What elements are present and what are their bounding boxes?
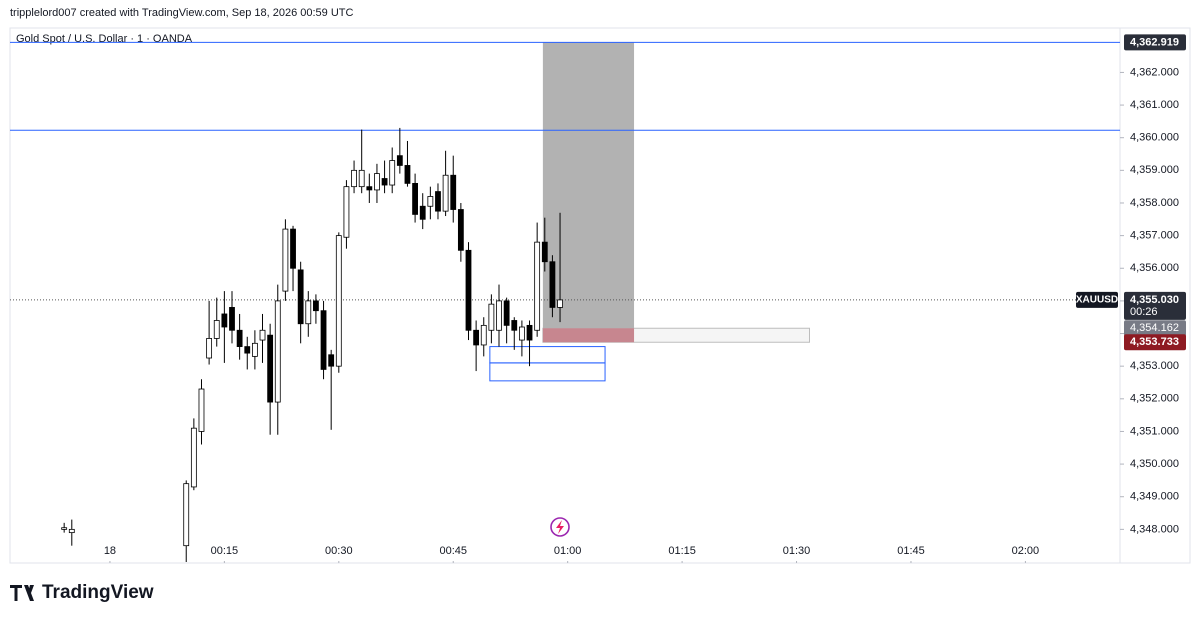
candle-body: [526, 324, 533, 341]
candle-body: [305, 300, 312, 325]
candle-body: [457, 209, 464, 251]
candle-body: [511, 320, 518, 331]
target-zone: [542, 42, 635, 329]
candle-body: [282, 228, 289, 292]
candle-body: [190, 427, 197, 488]
candle-body: [473, 329, 480, 346]
candle-body: [244, 346, 251, 354]
candle-body: [396, 155, 403, 166]
candle-body: [534, 241, 541, 331]
candle-body: [259, 329, 266, 341]
range-box: [489, 362, 606, 382]
x-tick-label: 01:30: [783, 545, 811, 557]
candle-body: [427, 196, 434, 207]
brand-name: TradingView: [42, 582, 154, 603]
y-tick-label: 4,350.000: [1130, 458, 1179, 470]
countdown-label: 00:26: [1130, 306, 1158, 318]
y-tick-label: 4,360.000: [1130, 132, 1179, 144]
stop-zone: [542, 328, 635, 343]
candle-body: [221, 313, 228, 328]
candle-body: [343, 186, 350, 238]
candle-body: [488, 303, 495, 331]
candle-body: [435, 191, 441, 212]
candle-body: [297, 269, 304, 325]
stop-badge: [1124, 334, 1186, 351]
candle-body: [557, 299, 563, 308]
y-tick-label: 4,348.000: [1130, 523, 1179, 535]
candle-body: [236, 329, 243, 347]
y-tick-label: 4,353.000: [1130, 360, 1179, 372]
y-tick-label: 4,359.000: [1130, 164, 1179, 176]
alert-icon: [550, 517, 570, 537]
last-price-badge: [1124, 291, 1186, 320]
candle-body: [351, 169, 357, 188]
x-tick-label: 01:15: [668, 545, 696, 557]
chart-frame: [9, 27, 1191, 564]
candle-body: [381, 178, 388, 186]
candle-body: [320, 310, 327, 370]
y-tick-label: 4,349.000: [1130, 491, 1179, 503]
candle-body: [274, 300, 281, 403]
entry-badge-label: 4,354.162: [1130, 322, 1179, 334]
x-tick-label: 00:15: [211, 545, 239, 557]
candle-body: [213, 320, 220, 339]
candle-body: [183, 483, 190, 547]
y-tick-label: 4,358.000: [1130, 197, 1179, 209]
candle-body: [229, 307, 235, 331]
candle-body: [480, 324, 487, 346]
y-tick-label: 4,357.000: [1130, 230, 1179, 242]
candle-body: [541, 241, 548, 263]
candle-body: [251, 342, 258, 357]
candle-body: [206, 338, 213, 359]
candle-body: [404, 165, 411, 184]
y-tick-label: 4,356.000: [1130, 262, 1179, 274]
candle-body: [290, 228, 296, 269]
candle-body: [198, 388, 205, 432]
symbol-badge: [1076, 291, 1118, 308]
candle-body: [358, 169, 365, 188]
stop-badge-label: 4,353.733: [1130, 336, 1179, 348]
x-tick-label: 01:45: [897, 545, 925, 557]
candle-body: [374, 173, 380, 191]
candle-body: [335, 235, 342, 367]
candle-body: [313, 300, 319, 312]
price-badge: [1124, 34, 1186, 51]
candle-body: [267, 334, 274, 403]
symbol-badge-label: XAUUSD: [1076, 295, 1118, 306]
y-tick-label: 4,351.000: [1130, 425, 1179, 437]
candle-body: [465, 249, 472, 331]
y-tick-label: 4,352.000: [1130, 393, 1179, 405]
caption: tripplelord007 created with TradingView.…: [10, 7, 354, 19]
candle-body: [61, 527, 68, 530]
price-badge-label: 4,362.919: [1130, 36, 1179, 48]
x-tick-label: 18: [104, 545, 116, 557]
candle-body: [496, 300, 502, 331]
x-tick-label: 00:45: [439, 545, 467, 557]
brand-logo: TradingView: [10, 582, 154, 603]
candle-body: [419, 205, 426, 220]
candle-body: [68, 528, 75, 534]
candle-body: [549, 261, 556, 308]
range-box: [489, 346, 606, 364]
candle-body: [503, 300, 510, 326]
candle-body: [366, 186, 373, 191]
candle-body: [328, 354, 335, 367]
candle-body: [518, 326, 525, 341]
x-tick-label: 01:00: [554, 545, 582, 557]
symbol-title: Gold Spot / U.S. Dollar · 1 · OANDA: [16, 33, 193, 45]
y-tick-label: 4,362.000: [1130, 66, 1179, 78]
x-tick-label: 00:30: [325, 545, 353, 557]
entry-badge: [1124, 320, 1186, 337]
candle-body: [412, 182, 418, 215]
y-tick-label: 4,361.000: [1130, 99, 1179, 111]
last-price-label: 4,355.030: [1130, 294, 1179, 306]
x-tick-label: 02:00: [1012, 545, 1040, 557]
candle-body: [450, 174, 457, 210]
candle-body: [389, 160, 396, 186]
candle-body: [442, 174, 449, 212]
